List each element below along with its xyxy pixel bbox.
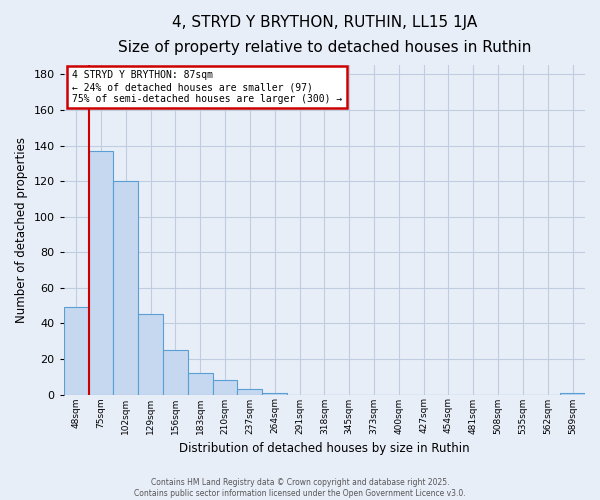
Bar <box>89 151 113 394</box>
Bar <box>113 181 138 394</box>
Bar <box>560 392 585 394</box>
Bar <box>212 380 238 394</box>
X-axis label: Distribution of detached houses by size in Ruthin: Distribution of detached houses by size … <box>179 442 470 455</box>
Bar <box>188 373 212 394</box>
Bar <box>238 389 262 394</box>
Text: Contains HM Land Registry data © Crown copyright and database right 2025.
Contai: Contains HM Land Registry data © Crown c… <box>134 478 466 498</box>
Title: 4, STRYD Y BRYTHON, RUTHIN, LL15 1JA
Size of property relative to detached house: 4, STRYD Y BRYTHON, RUTHIN, LL15 1JA Siz… <box>118 15 531 54</box>
Bar <box>138 314 163 394</box>
Text: 4 STRYD Y BRYTHON: 87sqm
← 24% of detached houses are smaller (97)
75% of semi-d: 4 STRYD Y BRYTHON: 87sqm ← 24% of detach… <box>71 70 342 104</box>
Bar <box>64 308 89 394</box>
Bar <box>163 350 188 395</box>
Y-axis label: Number of detached properties: Number of detached properties <box>15 137 28 323</box>
Bar <box>262 392 287 394</box>
